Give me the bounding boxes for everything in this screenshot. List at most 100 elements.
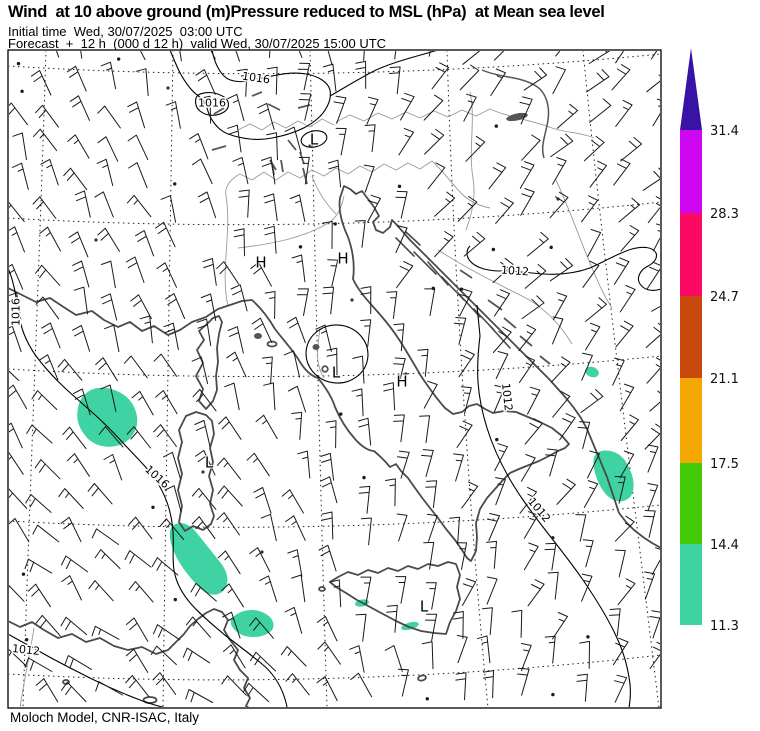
wind-barb	[298, 93, 312, 121]
wind-barb	[233, 228, 245, 257]
wind-barb	[197, 191, 217, 219]
wind-barb	[62, 426, 87, 450]
wind-barb	[619, 450, 635, 479]
wind-barb	[325, 420, 337, 449]
wind-barb	[95, 357, 118, 382]
wind-barb	[551, 356, 571, 383]
wind-barb	[363, 51, 365, 61]
wind-barb	[393, 323, 405, 352]
colorbar-band	[680, 130, 702, 213]
wind-barb	[650, 51, 658, 60]
wind-barb	[246, 452, 270, 477]
wind-barb	[104, 324, 120, 353]
wind-barb	[125, 648, 149, 673]
wind-barb	[615, 320, 634, 348]
wind-barb	[195, 450, 216, 476]
wind-barb	[394, 51, 397, 60]
wind-barb	[552, 157, 567, 185]
wind-barb	[128, 516, 153, 540]
wind-barb	[288, 385, 307, 413]
wind-barb	[103, 454, 123, 481]
wind-barb	[31, 390, 58, 410]
isobar-1012-south	[476, 304, 631, 707]
wind-barb	[200, 293, 217, 321]
wind-barb	[463, 93, 477, 122]
wind-barb	[360, 576, 372, 605]
calm-dot	[20, 89, 24, 94]
calm-dot	[116, 57, 121, 61]
wind-barb	[350, 672, 373, 698]
wind-barb	[465, 135, 486, 162]
wind-barb	[582, 539, 594, 568]
wind-barb	[238, 189, 250, 218]
wind-barb	[155, 221, 176, 248]
wind-barb	[517, 667, 530, 696]
wind-barb	[224, 382, 240, 411]
isobar-label: 1016	[198, 97, 226, 110]
wind-barb	[60, 516, 82, 543]
colorbar: 31.4 28.3 24.7 21.1 17.5 14.4 11.3	[680, 48, 739, 634]
wind-barb	[227, 124, 242, 153]
wind-barb	[386, 604, 398, 633]
wind-barb	[545, 448, 558, 477]
wind-barb	[125, 256, 145, 283]
wind-barb	[327, 259, 339, 287]
wind-barb	[585, 322, 601, 351]
isobar-label: 1016	[142, 463, 172, 491]
wind-barb	[417, 348, 429, 377]
colorbar-band	[680, 296, 702, 378]
calm-dot	[425, 697, 429, 701]
isobar-labels: 1016 1016 1016 1016 1012 1012 1012 1012	[8, 68, 554, 659]
wind-barb	[153, 353, 178, 377]
isobar-low-ellipse-center	[305, 324, 369, 384]
wind-barb	[589, 98, 612, 123]
colorbar-tick: 24.7	[710, 290, 739, 305]
wind-barb	[611, 64, 631, 91]
wind-barb	[179, 51, 182, 62]
wind-barb	[461, 578, 477, 606]
coast-corsica	[195, 315, 223, 410]
wind-barb	[12, 132, 27, 161]
wind-barb	[291, 254, 306, 283]
wind-barb	[493, 51, 505, 61]
wind-barb	[286, 316, 306, 344]
wind-barb	[263, 193, 278, 222]
wind-barb	[266, 132, 278, 161]
calm-dot	[333, 222, 337, 226]
wind-barb	[333, 95, 347, 124]
wind-barb	[9, 102, 28, 126]
wind-barb	[385, 478, 396, 507]
wind-barb	[164, 485, 182, 513]
wind-barb	[63, 167, 88, 191]
isobar-label: 1012	[11, 642, 40, 658]
wind-barb	[152, 672, 177, 695]
wind-barb	[283, 350, 301, 378]
wind-barb	[163, 451, 181, 479]
wind-barb	[57, 358, 83, 381]
wind-barb	[140, 51, 146, 61]
wind-barb	[291, 574, 306, 603]
wind-barb	[463, 231, 486, 257]
wind-barb	[35, 614, 61, 637]
isobar-1016-east-branch	[329, 51, 437, 97]
isobar-1016-alps	[169, 51, 331, 140]
wind-barb	[620, 225, 640, 252]
wind-barb	[424, 288, 436, 316]
wind-barb	[589, 160, 607, 188]
wind-barb	[235, 51, 240, 62]
wind-barb	[619, 285, 636, 313]
wind-barb	[579, 640, 590, 669]
wind-barb	[227, 93, 245, 121]
wind-barb	[318, 544, 337, 572]
wind-barb	[30, 70, 52, 96]
wind-barb	[253, 487, 272, 514]
wind-barb	[576, 673, 588, 702]
calm-dot	[586, 635, 590, 639]
parallel-line	[9, 201, 660, 226]
lake-trasimeno	[254, 333, 262, 339]
wind-barb	[66, 65, 87, 92]
wind-barb	[9, 451, 24, 475]
wind-barb	[425, 582, 437, 610]
wind-barb	[194, 420, 211, 448]
wind-barb	[297, 62, 311, 91]
